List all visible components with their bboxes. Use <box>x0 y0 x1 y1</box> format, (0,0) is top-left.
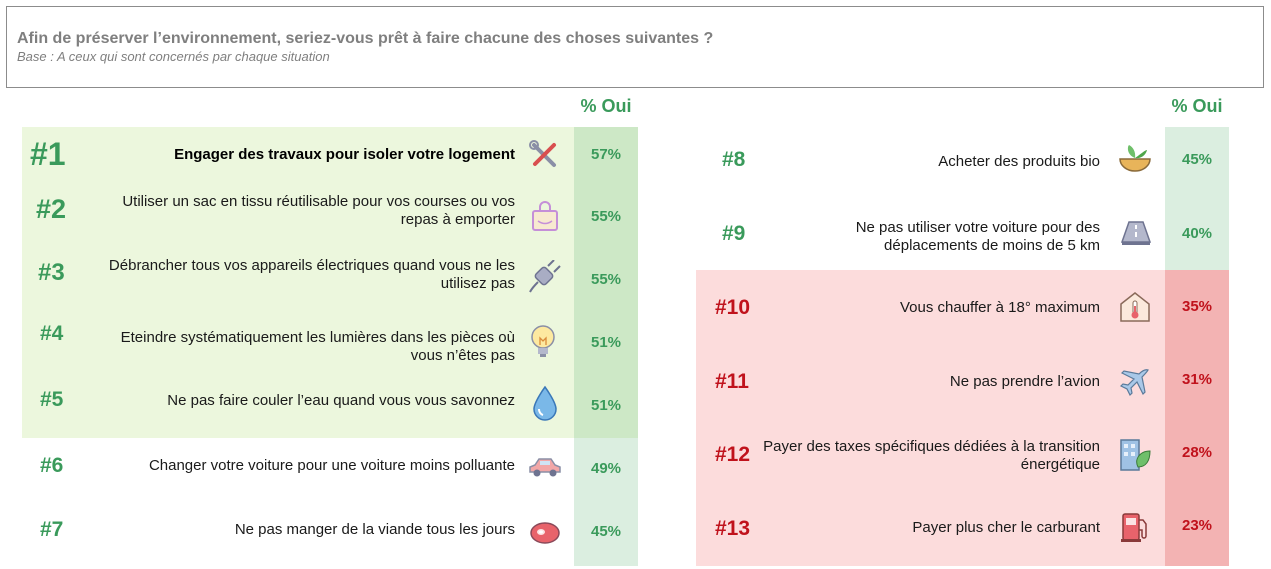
percent-value: 23% <box>1181 517 1213 534</box>
rank-label: #12 <box>715 443 751 466</box>
airplane-icon <box>1118 366 1152 400</box>
column-header-left: % Oui <box>580 96 632 116</box>
tools-icon <box>527 138 561 172</box>
green-building-icon <box>1118 437 1152 471</box>
road-icon <box>1119 218 1153 252</box>
percent-value: 28% <box>1181 444 1213 461</box>
car-icon <box>527 452 561 486</box>
bottom-percent-column <box>1165 270 1229 566</box>
item-label: Utiliser un sac en tissu réutilisable po… <box>122 193 515 228</box>
rank-label: #11 <box>715 370 749 393</box>
percent-value: 40% <box>1181 225 1213 242</box>
rank-label: #13 <box>715 517 751 540</box>
item-label: Engager des travaux pour isoler votre lo… <box>174 146 515 163</box>
column-header-right: % Oui <box>1171 96 1223 116</box>
item-label: Débrancher tous vos appareils électrique… <box>108 257 515 292</box>
percent-value: 51% <box>590 397 622 414</box>
rank-label: #1 <box>30 136 66 172</box>
percent-value: 51% <box>590 334 622 351</box>
percent-value: 57% <box>590 146 622 163</box>
bottom-background <box>696 270 1165 566</box>
meat-icon <box>527 518 561 552</box>
percent-value: 55% <box>590 271 622 288</box>
percent-value: 45% <box>590 523 622 540</box>
item-label: Ne pas faire couler l’eau quand vous vou… <box>167 392 515 409</box>
bag-icon <box>528 200 562 234</box>
plug-icon <box>528 259 562 294</box>
item-label: Ne pas manger de la viande tous les jour… <box>234 521 515 538</box>
thermometer-house-icon <box>1118 290 1152 324</box>
item-label: Acheter des produits bio <box>938 153 1100 170</box>
rank-label: #10 <box>715 296 751 319</box>
percent-value: 55% <box>590 208 622 225</box>
percent-value: 31% <box>1181 371 1213 388</box>
rank-label: #7 <box>40 518 64 541</box>
question-header: Afin de préserver l’environnement, serie… <box>6 6 1264 88</box>
top5-background <box>22 127 574 438</box>
question-title: Afin de préserver l’environnement, serie… <box>17 30 714 47</box>
right-upper-percent-column <box>1165 127 1229 270</box>
rank-label: #6 <box>40 454 64 477</box>
organic-bowl-icon <box>1117 141 1151 175</box>
item-label: Eteindre systématiquement les lumières d… <box>120 329 515 364</box>
water-drop-icon <box>530 385 564 421</box>
rank-label: #4 <box>40 322 64 345</box>
fuel-pump-icon <box>1118 510 1152 544</box>
percent-value: 49% <box>590 460 622 477</box>
rank-label: #8 <box>722 148 746 171</box>
rank-label: #3 <box>38 259 65 286</box>
item-label: Payer plus cher le carburant <box>912 519 1100 536</box>
left-lower-percent-column <box>574 438 638 566</box>
rank-label: #2 <box>36 194 67 224</box>
item-label: Ne pas utiliser votre voiture pour des d… <box>855 219 1100 254</box>
rank-label: #9 <box>722 222 746 245</box>
percent-value: 35% <box>1181 298 1213 315</box>
percent-value: 45% <box>1181 151 1213 168</box>
rank-label: #5 <box>40 388 64 411</box>
top5-percent-column <box>574 127 638 438</box>
item-label: Payer des taxes spécifiques dédiées à la… <box>763 438 1100 473</box>
item-label: Vous chauffer à 18° maximum <box>900 299 1100 316</box>
lightbulb-icon <box>526 323 560 357</box>
item-label: Ne pas prendre l’avion <box>949 373 1100 390</box>
question-subtitle: Base : A ceux qui sont concernés par cha… <box>17 49 330 64</box>
item-label: Changer votre voiture pour une voiture m… <box>148 457 515 474</box>
